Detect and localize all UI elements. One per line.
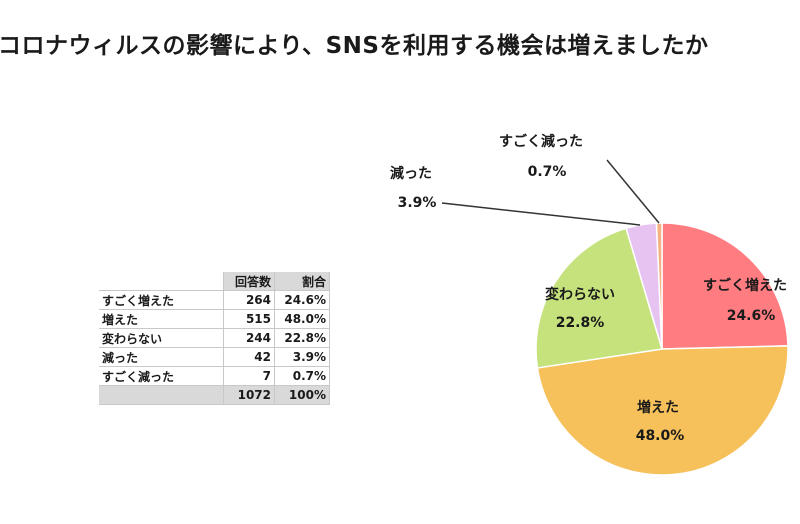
table-row: 変わらない 244 22.8% <box>99 328 330 348</box>
slice-unchanged <box>535 227 663 369</box>
slice-value-label: 22.8% <box>556 315 605 331</box>
table-total-row: 1072 100% <box>99 385 330 405</box>
table-total-count: 1072 <box>223 385 275 405</box>
slice-label: すごく減った <box>499 133 583 150</box>
slice-label: すごく増えた <box>703 277 787 294</box>
table-cell-share: 24.6% <box>274 290 330 310</box>
chart-title: コロナウィルスの影響により、SNSを利用する機会は増えましたか <box>0 33 709 59</box>
table-row: 減った 42 3.9% <box>99 347 330 367</box>
table-header-category <box>99 272 224 291</box>
slice-value-label: 0.7% <box>528 164 567 180</box>
table-cell-count: 42 <box>223 347 275 367</box>
table-header-row: 回答数 割合 <box>99 272 330 291</box>
slice-value-label: 24.6% <box>727 308 776 324</box>
slice-very-decreased <box>655 222 663 350</box>
table-cell-share: 22.8% <box>274 328 330 348</box>
response-table: 回答数 割合 すごく増えた 264 24.6% 増えた 515 48.0% 変わ… <box>99 272 330 405</box>
table-total-share: 100% <box>274 385 330 405</box>
table-header-count: 回答数 <box>223 272 275 291</box>
table-cell-count: 244 <box>223 328 275 348</box>
slice-value-label: 48.0% <box>636 428 685 444</box>
slice-value-label: 3.9% <box>398 195 437 211</box>
leader-line <box>606 159 660 224</box>
table-total-label <box>99 385 224 405</box>
table-cell-label: 減った <box>99 347 224 367</box>
table-cell-share: 0.7% <box>274 366 330 386</box>
table-header-share: 割合 <box>274 272 330 291</box>
table-row: 増えた 515 48.0% <box>99 309 330 329</box>
slice-very-increased <box>661 222 789 350</box>
slice-increased <box>536 345 789 476</box>
table-row: すごく増えた 264 24.6% <box>99 290 330 310</box>
table-cell-count: 264 <box>223 290 275 310</box>
table-row: すごく減った 7 0.7% <box>99 366 330 386</box>
table-cell-count: 515 <box>223 309 275 329</box>
table-cell-label: 増えた <box>99 309 224 329</box>
table-cell-label: すごく減った <box>99 366 224 386</box>
table-cell-count: 7 <box>223 366 275 386</box>
table-cell-share: 48.0% <box>274 309 330 329</box>
table-cell-share: 3.9% <box>274 347 330 367</box>
table-cell-label: すごく増えた <box>99 290 224 310</box>
leader-line <box>441 202 641 226</box>
table-cell-label: 変わらない <box>99 328 224 348</box>
slice-label: 変わらない <box>545 286 615 303</box>
slice-label: 減った <box>390 165 432 182</box>
slice-label: 増えた <box>637 399 679 416</box>
